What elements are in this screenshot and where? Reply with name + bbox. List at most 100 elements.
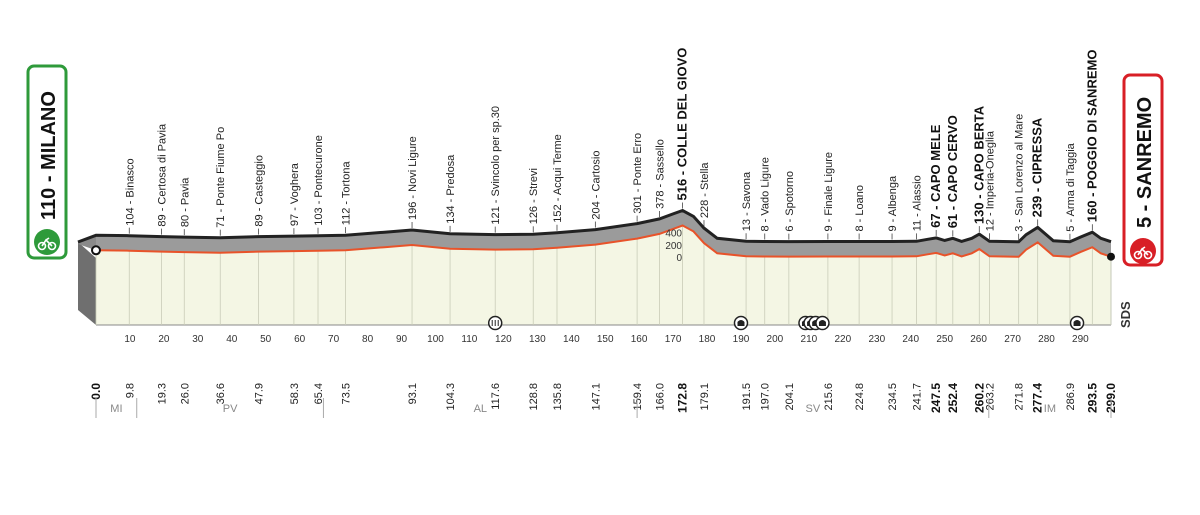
start-point [91, 245, 101, 256]
km-tick-label: 250 [936, 334, 953, 345]
km-marker-label: 104.3 [445, 383, 457, 411]
km-tick-label: 80 [362, 334, 374, 345]
profile-fill [96, 210, 1111, 257]
waypoint-label: 228 - Stella [699, 162, 711, 219]
waypoint-label: 8 - Vado Ligure [760, 157, 772, 231]
km-marker-label: 9.8 [124, 383, 136, 398]
km-tick-label: 240 [902, 334, 919, 345]
km-tick-label: 130 [529, 334, 546, 345]
waypoint-label: 12 - Imperia-Oneglia [985, 130, 997, 231]
tunnel-glyph [818, 320, 826, 326]
km-marker-label: 36.6 [215, 383, 227, 404]
finish-point [1107, 252, 1115, 261]
km-tick-label: 90 [396, 334, 408, 345]
waypoint-label: 378 - Sassello [655, 139, 667, 209]
km-tick-label: 10 [124, 334, 136, 345]
waypoint-label: 121 - Svincolo per sp.30 [490, 106, 502, 225]
tunnel-glyph [737, 320, 745, 326]
waypoint-label: 97 - Voghera [289, 162, 301, 226]
km-tick-label: 190 [733, 334, 750, 345]
km-tick-label: 170 [665, 334, 682, 345]
waypoint-label: 134 - Predosa [445, 154, 457, 224]
km-tick-label: 20 [158, 334, 170, 345]
km-tick-label: 120 [495, 334, 512, 345]
km-marker-label: 293.5 [1085, 383, 1099, 413]
profile-top-line [77, 208, 1112, 244]
km-marker-label: 159.4 [632, 383, 644, 411]
waypoint-label: 9 - Albenga [887, 175, 899, 232]
region-label: SV [806, 403, 821, 415]
waypoint-labels: 104 - Binasco 89 - Certosa di Pavia 80 - P… [124, 48, 1099, 240]
waypoint-label: 89 - Casteggio [254, 155, 266, 227]
km-marker-label: 65.4 [313, 383, 325, 404]
km-marker-label: 271.8 [1014, 383, 1026, 411]
km-gridlines [95, 225, 1112, 325]
waypoint-label: 13 - Savona [741, 171, 753, 231]
km-tick-label: 30 [192, 334, 204, 345]
km-tick-label: 260 [970, 334, 987, 345]
km-marker-label: 215.6 [823, 383, 835, 411]
region-label: AL [474, 403, 487, 415]
km-markers: 0.0 9.8 19.3 26.0 36.6 47.9 58.3 65.4 73.5 93.1 10… [89, 383, 1118, 413]
start-badge: 110 - MILANO [26, 64, 68, 260]
km-tick-label: 180 [699, 334, 716, 345]
waypoint-label: 239 - CIPRESSA [1030, 117, 1045, 217]
km-marker-label: 197.0 [760, 383, 772, 411]
waypoint-label: 11 - Alassio [912, 175, 924, 231]
waypoint-label: 516 - COLLE DEL GIOVO [675, 48, 690, 201]
region-label: MI [110, 403, 122, 415]
km-marker-label: 234.5 [887, 383, 899, 411]
km-tick-label: 100 [427, 334, 444, 345]
waypoint-label: 196 - Novi Ligure [407, 136, 419, 220]
region-label: IM [1044, 403, 1056, 415]
waypoint-label: 204 - Cartosio [590, 151, 602, 220]
km-marker-label: 0.0 [89, 383, 103, 400]
waypoint-label: 80 - Pavia [179, 177, 191, 227]
km-tick-label: 150 [597, 334, 614, 345]
waypoint-label: 112 - Tortona [341, 161, 353, 226]
km-tick-label: 50 [260, 334, 272, 345]
profile-left-face [78, 242, 96, 325]
km-marker-label: 73.5 [341, 383, 353, 404]
km-tick-label: 70 [328, 334, 340, 345]
altitude-tick-label: 0 [676, 253, 682, 264]
km-marker-label: 128.8 [528, 383, 540, 411]
km-tick-label: 140 [563, 334, 580, 345]
km-marker-label: 147.1 [590, 383, 602, 411]
km-marker-label: 299.0 [1104, 383, 1118, 413]
finish-label: 5 - SANREMO [1134, 97, 1156, 228]
km-marker-label: 204.1 [784, 383, 796, 411]
waypoint-label: 89 - Certosa di Pavia [157, 123, 169, 227]
waypoint-label: 8 - Loano [854, 185, 866, 231]
waypoint-label: 103 - Pontecurone [313, 135, 325, 226]
waypoint-label: 130 - CAPO BERTA [971, 105, 986, 224]
feed-zone-glyph [491, 320, 499, 326]
km-tick-label: 160 [631, 334, 648, 345]
waypoint-label: 71 - Ponte Fiume Po [215, 127, 227, 228]
km-marker-label: 117.6 [490, 383, 502, 410]
km-tick-label: 280 [1038, 334, 1055, 345]
km-marker-label: 179.1 [699, 383, 711, 411]
km-tick-label: 200 [767, 334, 784, 345]
region-label: PV [223, 403, 238, 415]
km-marker-label: 93.1 [407, 383, 419, 404]
altitude-tick-label: 400 [665, 229, 682, 240]
km-marker-label: 241.7 [912, 383, 924, 411]
km-tick-label: 110 [461, 334, 477, 345]
km-tick-label: 290 [1072, 334, 1089, 345]
km-marker-label: 286.9 [1065, 383, 1077, 411]
waypoint-label: 301 - Ponte Erro [632, 133, 644, 214]
km-tick-label: 230 [868, 334, 885, 345]
profile-shoulder [78, 235, 96, 251]
waypoint-label: 126 - Strevi [528, 168, 540, 224]
km-marker-label: 191.5 [741, 383, 753, 411]
waypoint-label: 9 - Finale Ligure [823, 152, 835, 232]
km-tick-label: 40 [226, 334, 238, 345]
bike-finish-icon [1133, 246, 1153, 260]
km-marker-label: 247.5 [929, 383, 943, 413]
km-tick-label: 60 [294, 334, 306, 345]
km-marker-label: 224.8 [854, 383, 866, 411]
km-tick-label: 270 [1004, 334, 1021, 345]
altitude-tick-label: 200 [665, 241, 682, 252]
